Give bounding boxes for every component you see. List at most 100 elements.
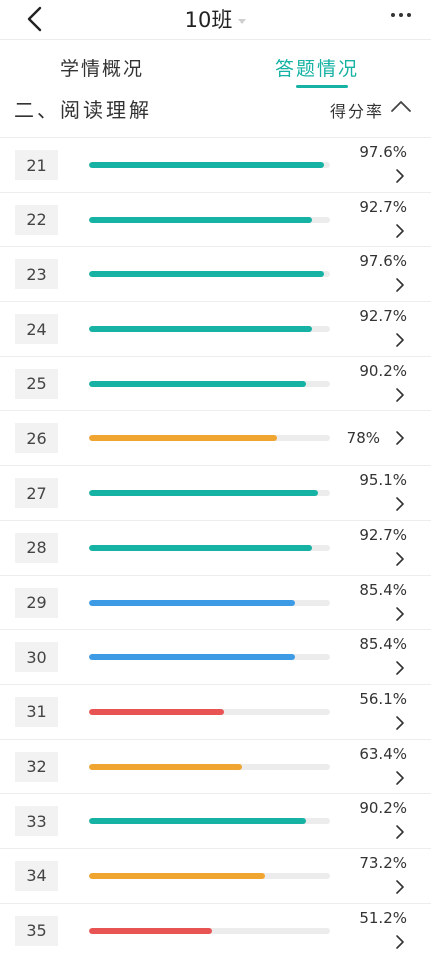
title-switcher[interactable]: 10班 xyxy=(0,0,431,38)
question-row[interactable]: 31 56.1% xyxy=(0,683,431,739)
question-number: 32 xyxy=(15,751,58,782)
score-bar-track xyxy=(89,544,330,551)
question-number: 24 xyxy=(15,314,58,345)
question-row[interactable]: 22 92.7% xyxy=(0,191,431,247)
question-row[interactable]: 21 97.6% xyxy=(0,137,431,192)
question-number: 29 xyxy=(15,587,58,618)
score-rate: 56.1% xyxy=(359,689,407,708)
score-bar-track xyxy=(89,380,330,387)
tab-bar: 学情概况 答题情况 xyxy=(0,44,431,90)
score-bar-fill xyxy=(89,271,325,278)
score-bar-track xyxy=(89,818,330,825)
chevron-right-icon[interactable] xyxy=(395,496,405,512)
chevron-right-icon[interactable] xyxy=(395,168,405,184)
score-bar-fill xyxy=(89,927,213,934)
active-tab-indicator xyxy=(296,85,348,88)
back-arrow-icon[interactable] xyxy=(22,2,52,36)
score-rate: 92.7% xyxy=(359,525,407,544)
score-bar-track xyxy=(89,708,330,715)
tab-overview[interactable]: 学情概况 xyxy=(60,58,145,80)
question-row[interactable]: 27 95.1% xyxy=(0,465,431,520)
score-bar-fill xyxy=(89,435,277,442)
score-rate: 78% xyxy=(346,429,380,448)
chevron-right-icon[interactable] xyxy=(395,551,405,567)
section-title: 二、阅读理解 xyxy=(14,98,152,122)
chevron-right-icon[interactable] xyxy=(395,824,405,840)
chevron-right-icon[interactable] xyxy=(395,430,405,446)
question-row[interactable]: 30 85.4% xyxy=(0,629,431,684)
chevron-right-icon[interactable] xyxy=(395,606,405,622)
score-rate: 92.7% xyxy=(359,197,407,216)
score-bar-track xyxy=(89,763,330,770)
question-number: 34 xyxy=(15,860,58,891)
score-rate: 85.4% xyxy=(359,580,407,599)
question-number: 35 xyxy=(15,915,58,946)
score-bar-track xyxy=(89,490,330,497)
question-number: 30 xyxy=(15,642,58,673)
question-row[interactable]: 25 90.2% xyxy=(0,355,431,411)
chevron-up-icon[interactable] xyxy=(389,96,413,116)
question-row[interactable]: 24 92.7% xyxy=(0,301,431,356)
score-bar-fill xyxy=(89,380,307,387)
chevron-down-icon xyxy=(238,18,247,24)
score-bar-fill xyxy=(89,599,295,606)
score-bar-fill xyxy=(89,818,307,825)
score-bar-fill xyxy=(89,654,295,661)
score-bar-track xyxy=(89,271,330,278)
question-row[interactable]: 28 92.7% xyxy=(0,519,431,575)
chevron-right-icon[interactable] xyxy=(395,934,405,950)
page-title: 10班 xyxy=(184,8,233,32)
score-bar-track xyxy=(89,872,330,879)
section-header: 二、阅读理解 得分率 xyxy=(0,92,431,132)
chevron-right-icon[interactable] xyxy=(395,223,405,239)
more-options-icon[interactable] xyxy=(391,13,411,17)
question-number: 33 xyxy=(15,806,58,837)
score-bar-track xyxy=(89,927,330,934)
score-rate: 63.4% xyxy=(359,744,407,763)
question-row[interactable]: 33 90.2% xyxy=(0,793,431,848)
score-bar-track xyxy=(89,435,330,442)
question-row[interactable]: 26 78% xyxy=(0,410,431,465)
chevron-right-icon[interactable] xyxy=(395,277,405,293)
question-number: 31 xyxy=(15,696,58,727)
question-number: 21 xyxy=(15,150,58,180)
question-list: 21 97.6% 22 92.7% 23 97.6% 24 92.7% 25 90.2% 26 78%… xyxy=(0,137,431,957)
question-number: 26 xyxy=(15,423,58,454)
question-row[interactable]: 23 97.6% xyxy=(0,246,431,301)
score-rate: 90.2% xyxy=(359,361,407,380)
score-rate: 95.1% xyxy=(359,471,407,490)
score-rate: 97.6% xyxy=(359,252,407,271)
top-bar: 10班 xyxy=(0,0,431,40)
question-row[interactable]: 35 51.2% xyxy=(0,902,431,958)
tab-answers[interactable]: 答题情况 xyxy=(275,58,360,80)
question-row[interactable]: 29 85.4% xyxy=(0,574,431,630)
score-bar-track xyxy=(89,216,330,223)
score-bar-track xyxy=(89,654,330,661)
score-bar-fill xyxy=(89,216,313,223)
score-bar-track xyxy=(89,599,330,606)
question-number: 27 xyxy=(15,478,58,509)
question-number: 22 xyxy=(15,204,58,235)
question-number: 28 xyxy=(15,532,58,563)
score-rate: 51.2% xyxy=(359,908,407,927)
score-bar-fill xyxy=(89,162,325,168)
chevron-right-icon[interactable] xyxy=(395,715,405,731)
chevron-right-icon[interactable] xyxy=(395,660,405,676)
score-bar-fill xyxy=(89,872,266,879)
score-bar-fill xyxy=(89,544,313,551)
chevron-right-icon[interactable] xyxy=(395,770,405,786)
score-bar-track xyxy=(89,326,330,333)
chevron-right-icon[interactable] xyxy=(395,879,405,895)
score-bar-fill xyxy=(89,490,319,497)
score-rate: 85.4% xyxy=(359,635,407,654)
score-bar-fill xyxy=(89,326,313,333)
score-rate: 90.2% xyxy=(359,799,407,818)
question-number: 25 xyxy=(15,368,58,399)
chevron-right-icon[interactable] xyxy=(395,387,405,403)
score-rate: 73.2% xyxy=(359,853,407,872)
sort-label[interactable]: 得分率 xyxy=(329,102,384,121)
question-row[interactable]: 32 63.4% xyxy=(0,738,431,794)
score-bar-fill xyxy=(89,708,225,715)
chevron-right-icon[interactable] xyxy=(395,332,405,348)
question-row[interactable]: 34 73.2% xyxy=(0,847,431,903)
